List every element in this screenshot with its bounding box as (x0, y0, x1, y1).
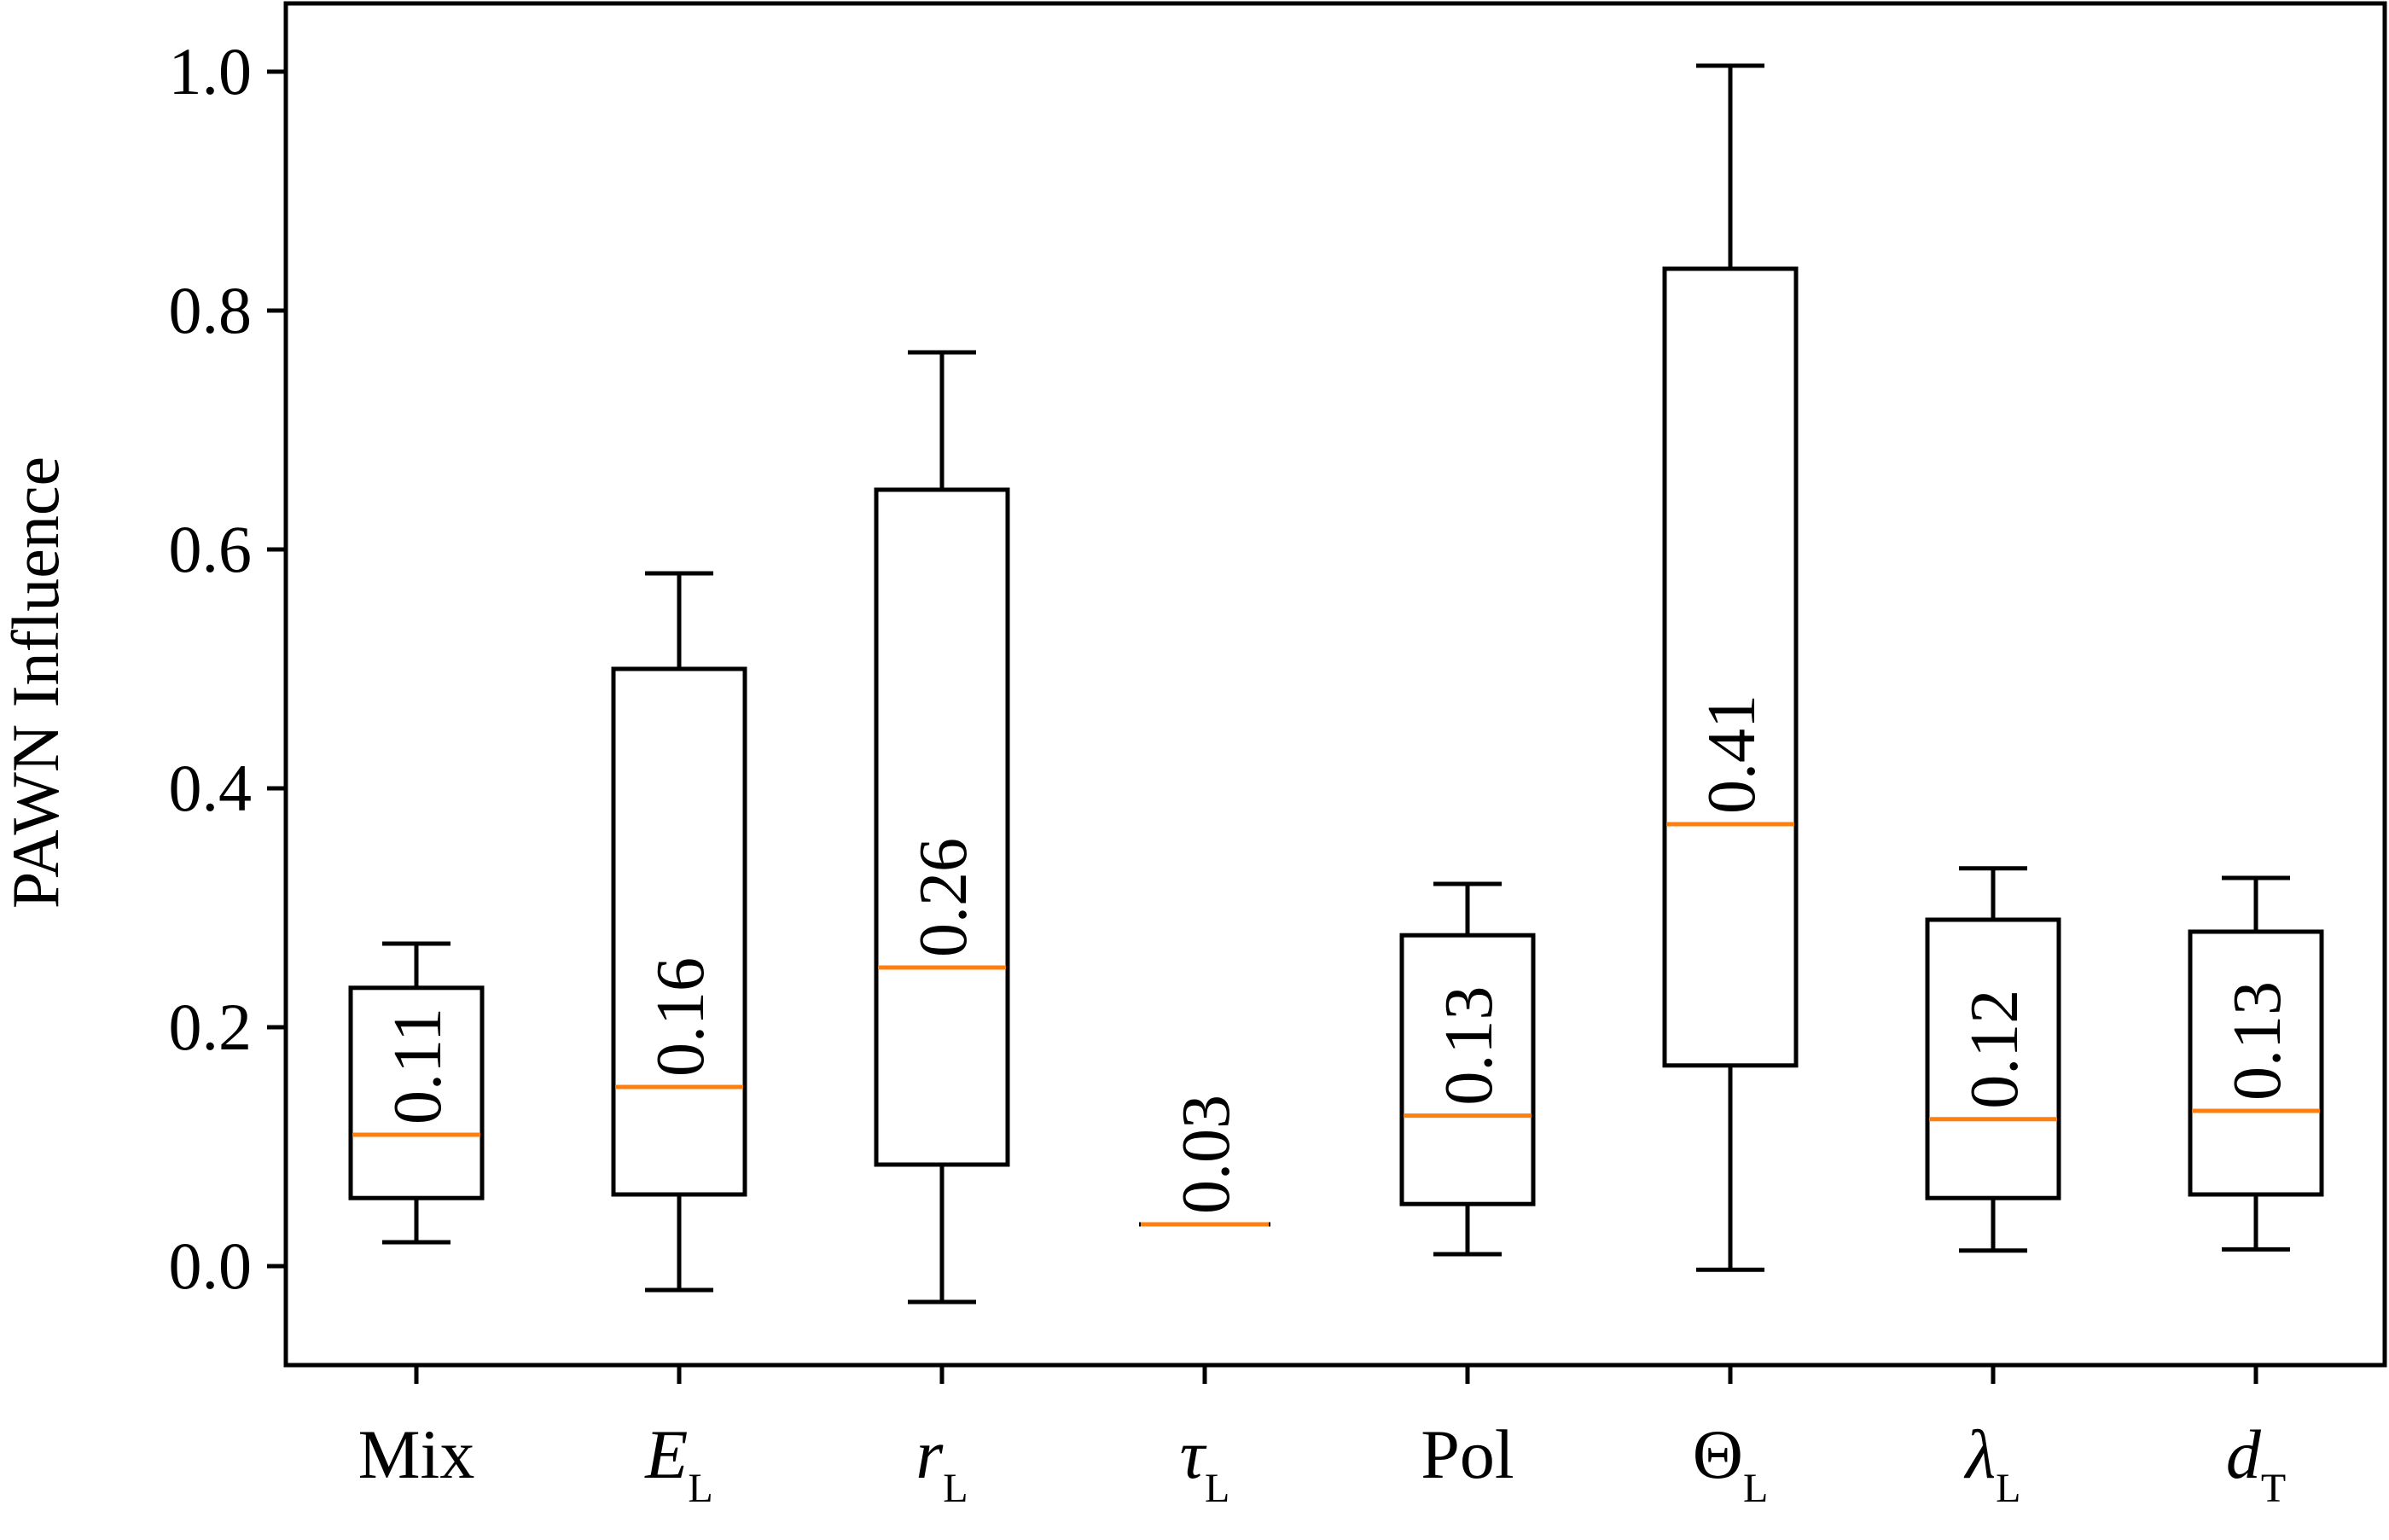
box-iqr (874, 487, 1010, 1167)
x-tick-label-subscript: L (688, 1466, 712, 1511)
box-iqr (1662, 266, 1799, 1068)
box-iqr (611, 666, 747, 1197)
data-label: 0.03 (1169, 1095, 1244, 1214)
x-tick-label-main: λ (1964, 1415, 1997, 1493)
data-label: 0.12 (1957, 990, 2032, 1109)
y-tick-label: 1.0 (169, 34, 253, 108)
x-tick-label-subscript: L (943, 1466, 968, 1511)
box-group: 0.16 (611, 571, 747, 1293)
y-axis-label: PAWN Influence (0, 456, 73, 909)
x-tick-label: ΘL (1693, 1415, 1769, 1511)
x-tick-label: rL (915, 1415, 968, 1511)
y-tick-label: 0.0 (169, 1229, 253, 1303)
x-tick-label-subscript: L (1205, 1466, 1229, 1511)
x-tick-label: Pol (1421, 1415, 1514, 1493)
box-group: 0.11 (348, 941, 485, 1245)
box-group: 0.13 (2188, 875, 2324, 1252)
x-tick-label: τL (1180, 1415, 1230, 1511)
x-tick-label-main: Mix (358, 1415, 475, 1493)
x-tick-label-main: Θ (1693, 1415, 1743, 1493)
data-label: 0.16 (643, 957, 718, 1077)
y-tick-label: 0.2 (169, 990, 253, 1064)
data-label: 0.11 (381, 1008, 456, 1124)
x-tick-label: EL (644, 1415, 712, 1511)
x-tick-label-subscript: L (1743, 1466, 1768, 1511)
y-tick-label: 0.8 (169, 273, 253, 347)
box-group: 0.13 (1399, 881, 1536, 1257)
box-iqr (2188, 929, 2324, 1197)
data-label: 0.13 (2220, 981, 2295, 1101)
x-tick-label: dT (2226, 1415, 2286, 1511)
x-tick-label: λL (1964, 1415, 2021, 1511)
x-tick-label-main: τ (1180, 1415, 1207, 1493)
x-tick-label-main: E (644, 1415, 688, 1493)
x-tick-label: Mix (358, 1415, 475, 1493)
box-group: 0.26 (874, 350, 1010, 1305)
box-iqr (348, 985, 485, 1200)
box-iqr (1925, 917, 2061, 1200)
data-label: 0.41 (1694, 694, 1770, 814)
box-group: 0.03 (1139, 1095, 1270, 1227)
box-group: 0.12 (1925, 866, 2061, 1253)
y-tick-label: 0.4 (169, 751, 253, 825)
data-label: 0.13 (1432, 986, 1507, 1106)
plot-frame (283, 1, 2387, 1368)
x-tick-label-main: r (915, 1415, 944, 1493)
x-tick-label-subscript: L (1996, 1466, 2020, 1511)
y-tick-label: 0.6 (169, 512, 253, 586)
x-tick-label-main: Pol (1421, 1415, 1514, 1493)
data-label: 0.26 (906, 838, 981, 957)
x-tick-label-subscript: T (2261, 1466, 2286, 1511)
x-tick-label-main: d (2226, 1415, 2262, 1493)
box-group: 0.41 (1662, 63, 1799, 1272)
box-iqr (1399, 933, 1536, 1206)
